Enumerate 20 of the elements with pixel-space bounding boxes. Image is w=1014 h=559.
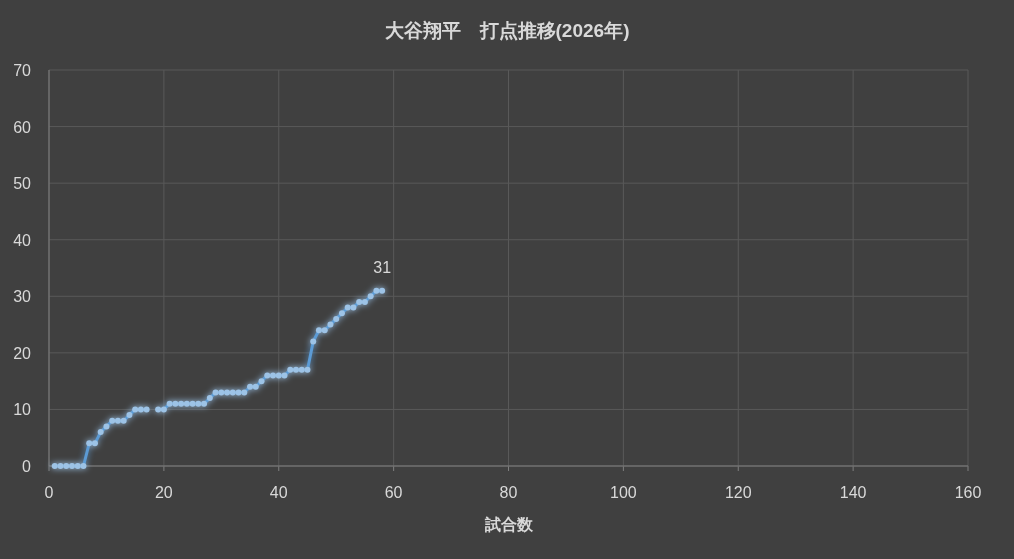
y-tick-label: 10 — [13, 401, 32, 419]
y-tick-label: 30 — [13, 288, 32, 306]
x-axis-title: 試合数 — [483, 516, 534, 533]
x-tick-label: 60 — [384, 484, 403, 501]
x-tick-label: 140 — [839, 484, 867, 501]
y-tick-label: 0 — [22, 458, 32, 475]
x-tick-label: 80 — [499, 484, 518, 501]
x-tick-label: 160 — [954, 484, 982, 501]
annotation: 31 — [373, 258, 392, 276]
x-tick-label: 100 — [610, 484, 637, 501]
y-tick-label: 50 — [13, 175, 32, 193]
y-tick-label: 70 — [13, 62, 32, 79]
x-tick-label: 0 — [44, 484, 54, 501]
x-tick-label: 20 — [154, 484, 173, 501]
x-tick-label: 40 — [269, 484, 288, 501]
y-tick-label: 40 — [13, 231, 32, 249]
y-tick-label: 60 — [13, 118, 32, 136]
chart-title: 大谷翔平 打点推移(2026年) — [384, 20, 630, 41]
y-tick-label: 20 — [13, 344, 32, 362]
x-tick-label: 120 — [724, 484, 752, 501]
